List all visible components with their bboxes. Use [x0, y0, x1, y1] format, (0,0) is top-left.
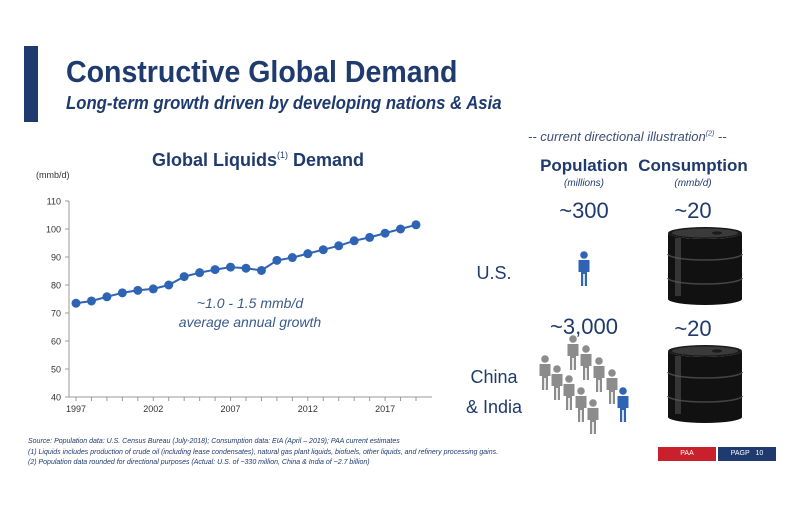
- demand-data-point: [303, 249, 313, 259]
- slide-title: Constructive Global Demand: [66, 54, 458, 89]
- footnote-2: (2) Population data rounded for directio…: [28, 459, 370, 466]
- x-tick-label: 2002: [143, 404, 163, 414]
- ci-highlight-person-icon: [617, 387, 629, 422]
- us-consumption-value: ~20: [674, 198, 712, 223]
- demand-data-point: [164, 280, 174, 290]
- demand-data-point: [133, 285, 143, 295]
- demand-data-point: [148, 284, 158, 294]
- demand-data-point: [179, 272, 189, 282]
- us-population-value: ~300: [559, 198, 609, 223]
- footnotes: Source: Population data: U.S. Census Bur…: [28, 437, 498, 469]
- demand-data-point: [396, 224, 406, 234]
- us-row-label: U.S.: [476, 263, 512, 283]
- person-icon: [587, 399, 599, 434]
- growth-annotation: ~1.0 - 1.5 mmb/d average annual growth: [150, 294, 350, 332]
- consumption-unit: (mmb/d): [674, 178, 712, 189]
- person-icon: [593, 357, 605, 392]
- y-tick-label: 100: [46, 225, 61, 235]
- footnote-1: (1) Liquids includes production of crude…: [28, 448, 499, 456]
- demand-data-point: [318, 245, 328, 255]
- demand-data-point: [256, 265, 266, 275]
- person-icon: [563, 375, 575, 410]
- growth-annotation-line1: ~1.0 - 1.5 mmb/d: [196, 295, 304, 311]
- page-number: 10: [755, 450, 764, 457]
- us-person-icon: [578, 251, 590, 286]
- demand-data-point: [117, 288, 127, 298]
- demand-data-point: [365, 232, 375, 242]
- population-header: Population: [540, 156, 628, 175]
- title-accent-bar: [24, 46, 38, 122]
- growth-annotation-line2: average annual growth: [178, 314, 322, 330]
- footer-pagp-block: PAGP 10: [718, 447, 776, 461]
- y-tick-label: 110: [47, 197, 61, 207]
- demand-data-point: [380, 228, 390, 238]
- ci-population-value: ~3,000: [550, 314, 618, 339]
- ci-row-label-line1: China: [470, 367, 518, 387]
- footer-paa-label: PAA: [658, 447, 716, 461]
- population-unit: (millions): [564, 178, 604, 189]
- ci-crowd-icon: [539, 335, 618, 434]
- ci-oil-barrel-icon: [667, 344, 743, 424]
- person-icon: [580, 345, 592, 380]
- y-tick-label: 90: [51, 253, 61, 263]
- person-icon: [575, 387, 587, 422]
- demand-data-point: [411, 220, 421, 230]
- demand-data-point: [102, 292, 112, 302]
- x-tick-label: 2017: [375, 404, 395, 414]
- person-icon: [606, 369, 618, 404]
- chart-title-prefix: Global Liquids: [152, 150, 277, 170]
- us-oil-barrel-icon: [667, 226, 743, 306]
- consumption-header: Consumption: [638, 156, 748, 175]
- footer-pagp-label: PAGP: [730, 450, 750, 457]
- person-icon: [551, 365, 563, 400]
- demand-data-point: [226, 262, 236, 272]
- y-tick-label: 40: [51, 393, 61, 403]
- demand-data-point: [210, 265, 220, 275]
- chart-title-footnote-ref: (1): [277, 150, 288, 160]
- x-tick-label: 2012: [298, 404, 318, 414]
- person-icon: [567, 335, 579, 370]
- demand-data-point: [86, 296, 96, 306]
- y-tick-label: 70: [51, 309, 61, 319]
- ci-row-label-line2: & India: [465, 397, 523, 417]
- illustration-heading-text: -- current directional illustration: [528, 129, 706, 144]
- demand-data-point: [241, 263, 251, 273]
- footnote-source: Source: Population data: U.S. Census Bur…: [28, 438, 400, 445]
- demand-data-point: [71, 298, 81, 308]
- x-tick-label: 1997: [66, 404, 86, 414]
- chart-title: Global Liquids(1) Demand: [152, 150, 364, 171]
- illustration-heading-end: --: [714, 129, 727, 144]
- demand-data-point: [287, 253, 297, 263]
- demand-data-point: [349, 236, 359, 246]
- y-tick-label: 50: [51, 365, 61, 375]
- x-tick-label: 2007: [221, 404, 241, 414]
- slide-subtitle: Long-term growth driven by developing na…: [66, 93, 502, 113]
- ci-consumption-value: ~20: [674, 316, 712, 341]
- ci-row-label: China & India: [449, 362, 539, 422]
- illustration-heading-footnote-ref: (2): [705, 130, 715, 138]
- chart-title-suffix: Demand: [293, 150, 365, 170]
- demand-data-point: [334, 241, 344, 251]
- demand-data-point: [195, 268, 205, 278]
- footer-bar: PAA PAGP 10: [658, 447, 776, 461]
- y-tick-label: 60: [51, 337, 61, 347]
- chart-unit-label: (mmb/d): [36, 170, 70, 180]
- demand-data-point: [272, 255, 282, 265]
- y-tick-label: 80: [51, 281, 61, 291]
- person-icon: [539, 355, 551, 390]
- illustration-heading: -- current directional illustration(2) -…: [528, 129, 727, 144]
